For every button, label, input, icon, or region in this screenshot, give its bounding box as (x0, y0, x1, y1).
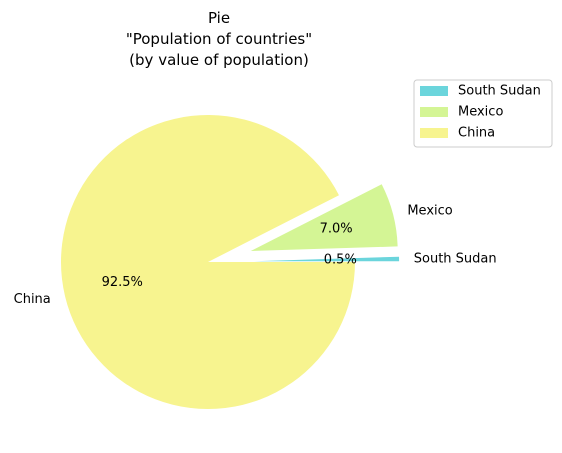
pie-slice-mexico (250, 184, 398, 252)
legend-swatch-china (420, 128, 448, 138)
pie-name-label-china: China (14, 292, 51, 307)
chart-title: Pie "Population of countries" (by value … (126, 9, 312, 69)
legend: South Sudan Mexico China (413, 79, 553, 148)
pie-percent-label-south-sudan: 0.5% (324, 252, 357, 267)
legend-swatch-mexico (420, 107, 448, 117)
chart-title-line-1: Pie (208, 9, 230, 27)
legend-label-south-sudan: South Sudan (458, 84, 541, 99)
pie-name-label-south-sudan: South Sudan (414, 251, 497, 266)
pie-percent-label-china: 92.5% (102, 275, 143, 290)
chart-title-line-2: "Population of countries" (126, 30, 312, 48)
pie-name-label-mexico: Mexico (407, 203, 452, 218)
legend-label-china: China (458, 126, 495, 141)
pie-slices (60, 114, 400, 409)
legend-frame (413, 79, 553, 148)
legend-label-mexico: Mexico (458, 105, 503, 120)
pie-slice-labels: 0.5% South Sudan 7.0% Mexico 92.5% China (14, 203, 497, 307)
pie-percent-label-mexico: 7.0% (320, 222, 353, 237)
chart-title-line-3: (by value of population) (129, 51, 309, 69)
pie-slice-south-sudan (252, 256, 400, 262)
pie-slice-china (60, 114, 356, 409)
legend-swatch-south-sudan (420, 86, 448, 96)
